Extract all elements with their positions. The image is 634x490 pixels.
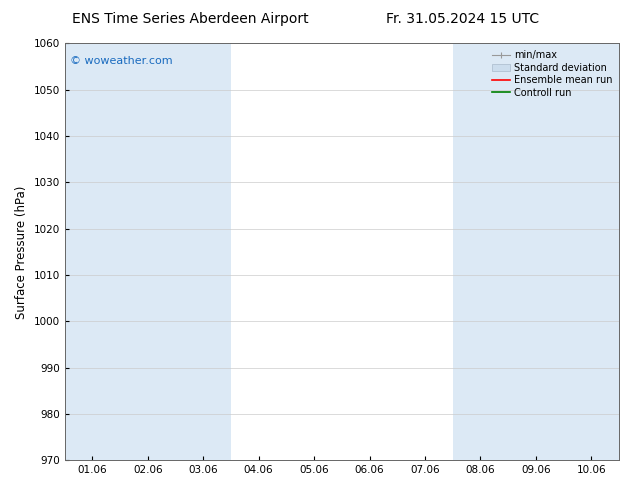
Bar <box>564 44 619 460</box>
Legend: min/max, Standard deviation, Ensemble mean run, Controll run: min/max, Standard deviation, Ensemble me… <box>490 49 614 99</box>
Bar <box>453 44 619 460</box>
Text: ENS Time Series Aberdeen Airport: ENS Time Series Aberdeen Airport <box>72 12 309 26</box>
Y-axis label: Surface Pressure (hPa): Surface Pressure (hPa) <box>15 185 28 318</box>
Bar <box>65 44 231 460</box>
Text: Fr. 31.05.2024 15 UTC: Fr. 31.05.2024 15 UTC <box>386 12 540 26</box>
Text: © woweather.com: © woweather.com <box>70 56 173 66</box>
